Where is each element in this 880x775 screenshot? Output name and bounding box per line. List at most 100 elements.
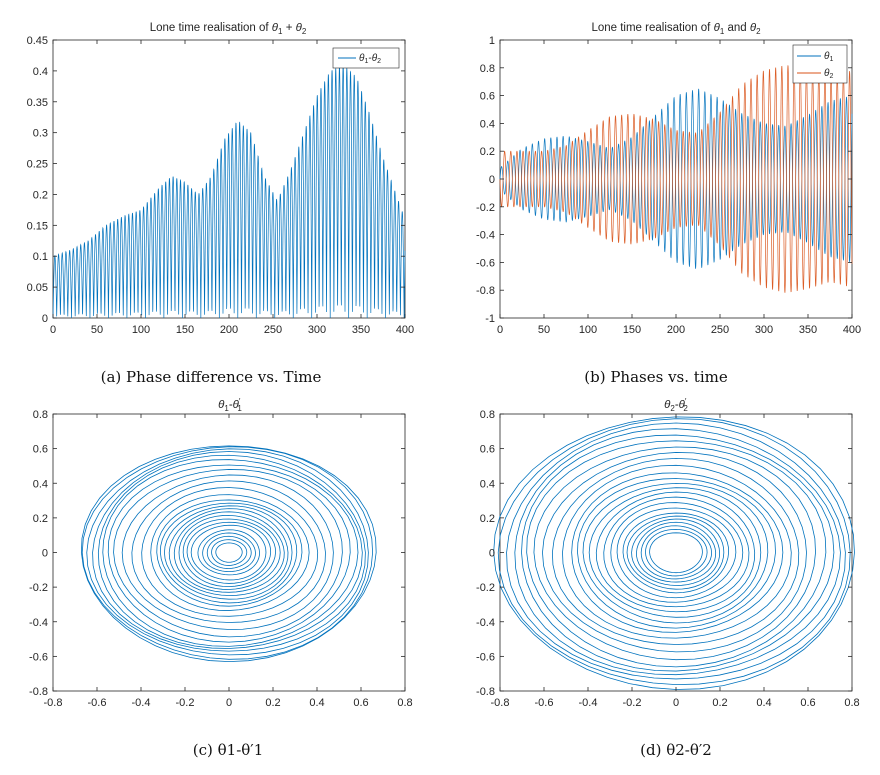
- panel-d-ytick-label: 0.2: [480, 513, 495, 525]
- panel-c: θ1-θ′ 1 -0.8 -0.6 -0.4 -0.2 0 0.2 0.4 0.6 0.8-0.8…: [29, 397, 413, 709]
- phase-portrait-ring: [202, 532, 256, 572]
- panel-b-plot-area: [499, 65, 853, 293]
- panel-d-xtick-label: 0.8: [844, 697, 859, 709]
- panel-c-xtick-label: 0.2: [265, 697, 280, 709]
- phase-portrait-ring: [197, 529, 260, 576]
- panel-c-xtick-label: -0.6: [88, 697, 107, 709]
- phase-portrait-ring: [521, 434, 835, 672]
- phase-portrait-ring: [649, 532, 703, 574]
- panel-c-xtick-label: -0.8: [44, 697, 63, 709]
- panel-b-ticks: 0 50 100 150 200 250 300 350 400 -1 -0.8 -0.6 -0.4 -0…: [476, 35, 861, 336]
- panel-b-legend: θ1 θ2: [792, 44, 848, 84]
- panel-a-ytick-label: 0: [42, 313, 48, 325]
- panel-d-xtick-label: -0.2: [623, 697, 642, 709]
- panel-a-ytick-label: 0.25: [27, 159, 48, 171]
- panel-c-xtick-label: 0.4: [309, 697, 324, 709]
- panel-b-ytick-label: 1: [489, 35, 495, 47]
- panel-b-ytick-label: -0.2: [476, 202, 495, 214]
- panel-a-xtick-label: 200: [220, 324, 238, 336]
- phase-portrait-ring: [178, 514, 281, 590]
- phase-portrait-ring: [80, 445, 377, 663]
- phase-portrait-ring: [582, 482, 769, 624]
- panel-b: Lone time realisation of θ1 and θ2 0 50 10…: [476, 22, 861, 336]
- panel-d-xtick-label: -0.4: [579, 697, 598, 709]
- panel-d-xtick-label: 0.2: [712, 697, 727, 709]
- panel-b-ytick-label: -0.4: [476, 230, 495, 242]
- panel-a-xtick-label: 250: [264, 324, 282, 336]
- panel-b-xtick-label: 300: [755, 324, 773, 336]
- panel-d-plot-area: [493, 416, 855, 690]
- phase-portrait-ring: [588, 487, 762, 618]
- panel-a-xtick-label: 350: [352, 324, 370, 336]
- panel-c-ytick-label: 0.4: [33, 478, 48, 490]
- phase-portrait-ring: [131, 480, 326, 623]
- panel-b-xtick-label: 400: [843, 324, 861, 336]
- panel-c-plot-area: [80, 445, 377, 663]
- legend-label-theta2: θ2: [824, 68, 833, 80]
- phase-portrait-ring: [636, 521, 717, 583]
- phase-portrait-ring: [211, 539, 248, 566]
- panel-d-ytick-label: 0.4: [480, 478, 495, 490]
- series-line-theta1-minus-theta2: [52, 64, 406, 319]
- phase-portrait-ring: [571, 472, 784, 633]
- phase-portrait-ring: [97, 454, 363, 649]
- phase-portrait-ring: [113, 469, 343, 638]
- phase-portrait-ring: [551, 457, 800, 645]
- phase-portrait-ring: [640, 525, 712, 580]
- panel-c-ticks: -0.8 -0.6 -0.4 -0.2 0 0.2 0.4 0.6 0.8 -0.8 -0.6 -0.…: [29, 409, 413, 709]
- phase-portrait-ring: [150, 494, 310, 611]
- panel-c-ytick-label: -0.6: [29, 651, 48, 663]
- phase-portrait-ring: [141, 487, 319, 617]
- panel-a-ytick-label: 0.4: [33, 66, 48, 78]
- panel-c-xtick-label: -0.2: [176, 697, 195, 709]
- panel-b-xtick-label: 350: [799, 324, 817, 336]
- phase-portrait-ring: [506, 422, 846, 680]
- panel-b-title: Lone time realisation of θ1 and θ2: [591, 22, 761, 36]
- phase-portrait-ring: [626, 515, 725, 590]
- phase-portrait-ring: [156, 499, 303, 607]
- panel-d-xtick-label: 0: [673, 697, 679, 709]
- phase-portrait-ring: [631, 518, 721, 586]
- phase-portrait-ring: [81, 446, 374, 660]
- phase-portrait-ring: [514, 428, 841, 676]
- phase-portrait-ring: [168, 508, 289, 596]
- panel-b-xtick-label: 0: [497, 324, 503, 336]
- panel-a-xtick-label: 150: [176, 324, 194, 336]
- phase-portrait-ring: [645, 528, 708, 577]
- phase-portrait-ring: [159, 502, 298, 604]
- panel-a-ytick-label: 0.05: [27, 282, 48, 294]
- panel-a-xtick-label: 0: [50, 324, 56, 336]
- panel-d-ytick-label: -0.8: [476, 686, 495, 698]
- panel-a-xtick-label: 300: [308, 324, 326, 336]
- panel-a-title: Lone time realisation of θ1 + θ2: [150, 22, 307, 36]
- panel-c-xtick-label: 0: [226, 697, 232, 709]
- panel-a-ytick-label: 0.45: [27, 35, 48, 47]
- phase-portrait-ring: [526, 440, 827, 668]
- panel-d-ytick-label: 0: [489, 548, 495, 560]
- phase-portrait-ring: [493, 416, 855, 690]
- panel-c-xtick-label: -0.4: [132, 697, 151, 709]
- panel-a-plot-area: [52, 64, 406, 319]
- panel-a-xtick-label: 100: [132, 324, 150, 336]
- phase-portrait-ring: [595, 491, 756, 613]
- phase-portrait-ring: [102, 459, 359, 647]
- panel-c-ytick-label: 0.8: [33, 409, 48, 421]
- phase-portrait-ring: [92, 451, 366, 652]
- legend-label-theta1-minus-theta2: θ1-θ2: [359, 53, 381, 65]
- panel-c-ytick-label: -0.4: [29, 617, 48, 629]
- panel-a-ticks: 0 50 100 150 200 250 300 350 400 0 0.05 0.1 0.15 0.2 0…: [27, 35, 415, 336]
- panel-c-title: θ1-θ′ 1: [218, 397, 242, 413]
- panel-a-ytick-label: 0.2: [33, 189, 48, 201]
- phase-portrait-ring: [616, 507, 737, 599]
- panel-a-ytick-label: 0.1: [33, 251, 48, 263]
- phase-portrait-ring: [164, 505, 293, 600]
- panel-d-ytick-label: -0.4: [476, 617, 495, 629]
- series-line-theta2: [499, 65, 853, 293]
- panel-b-ytick-label: 0.2: [480, 146, 495, 158]
- panel-a-legend: θ1-θ2: [332, 47, 400, 69]
- panel-c-ytick-label: 0.6: [33, 444, 48, 456]
- panel-b-ytick-label: 0.6: [480, 91, 495, 103]
- panel-d-ytick-label: -0.2: [476, 582, 495, 594]
- caption-b: (b) Phases vs. time: [584, 368, 728, 386]
- panel-a-xtick-label: 50: [91, 324, 103, 336]
